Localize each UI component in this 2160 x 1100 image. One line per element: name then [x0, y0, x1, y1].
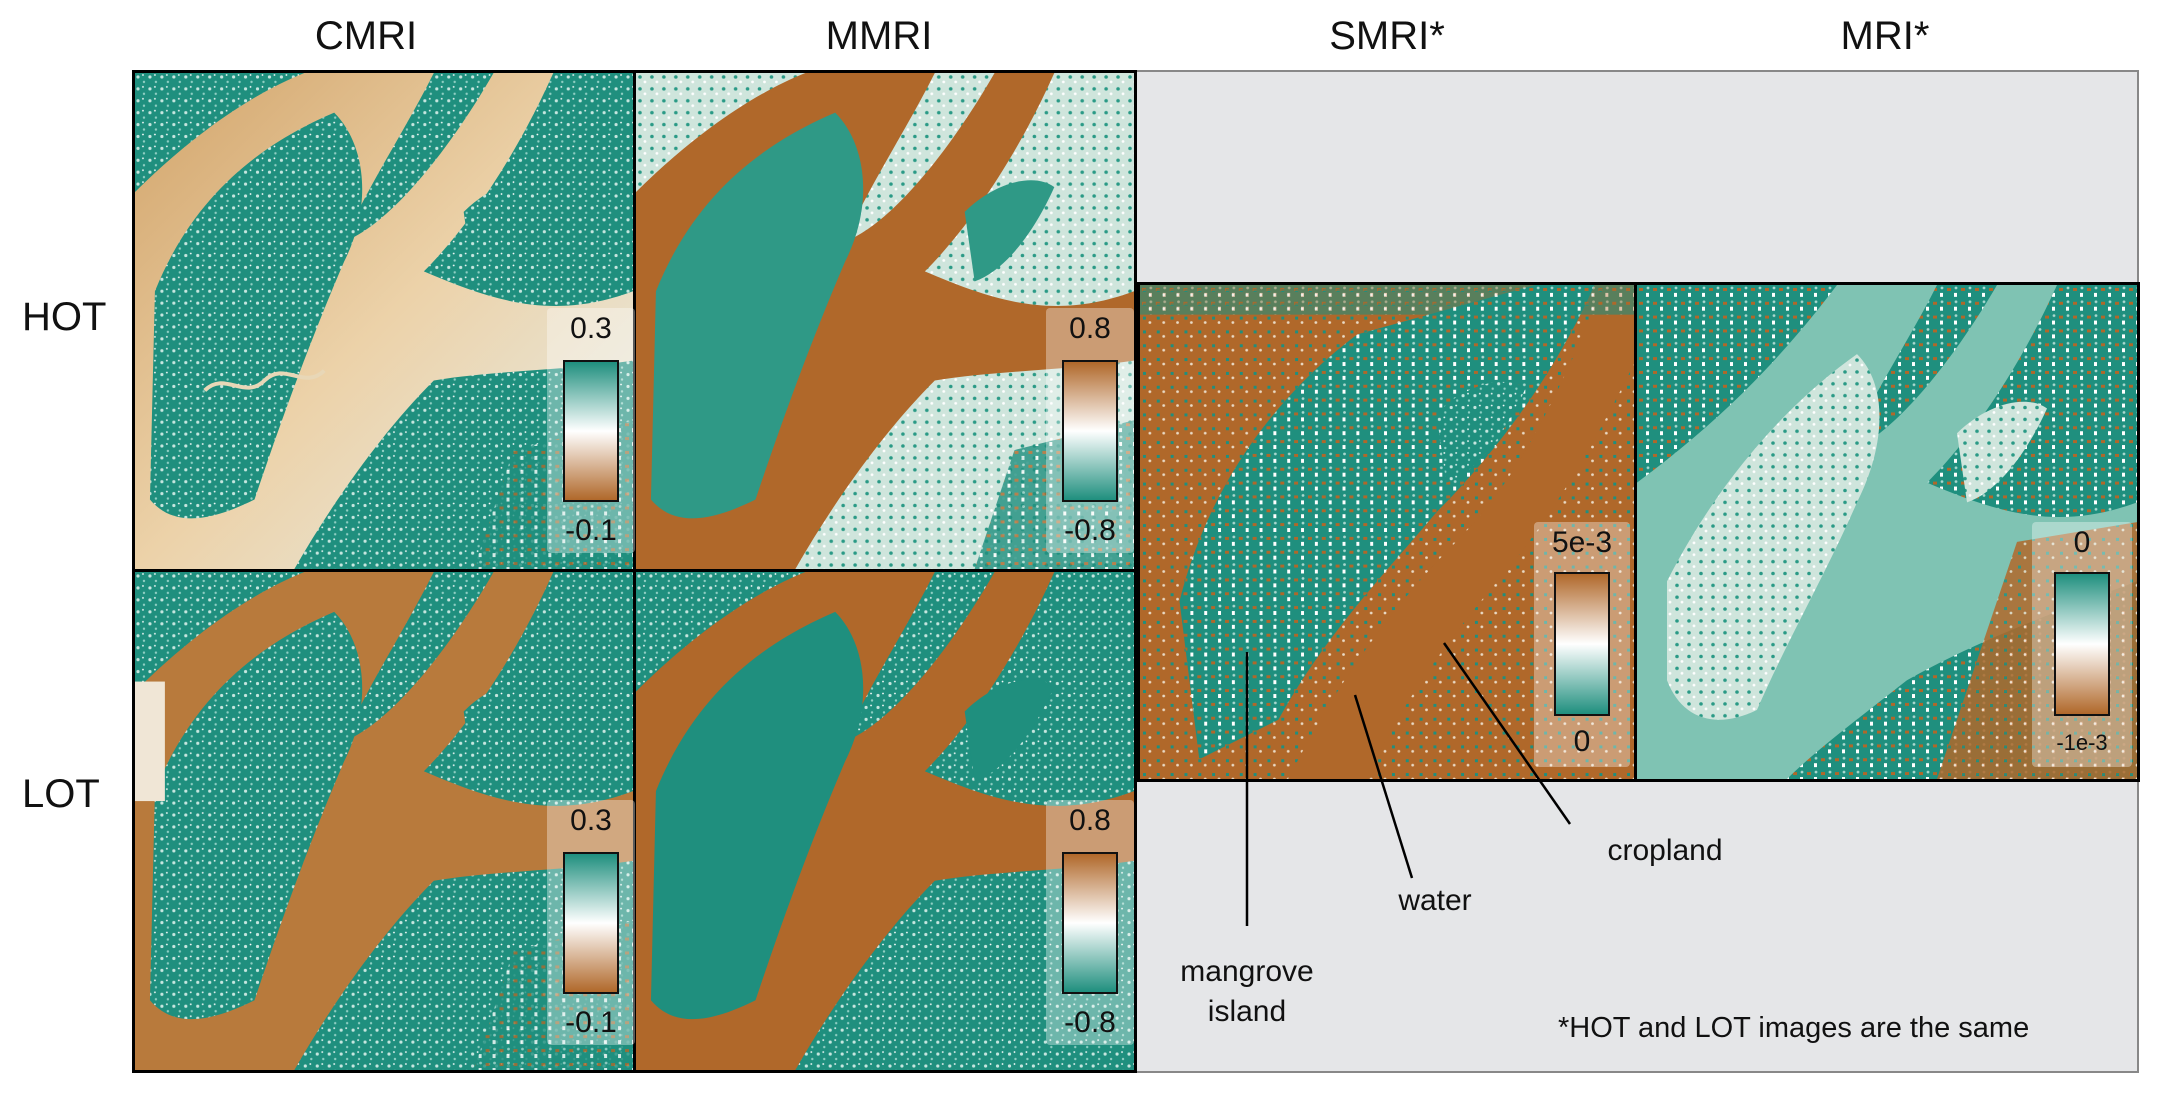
colorbar-smri-min: 0: [1573, 725, 1591, 758]
map-mri: [1634, 282, 2140, 782]
row-title-hot: HOT: [22, 295, 107, 339]
map-mri-image: [1637, 285, 2137, 779]
colorbar-mri-gradient: [2054, 572, 2110, 716]
colorbar-mmri-hot-min: -0.8: [1064, 514, 1116, 547]
colorbar-cmri-lot-max: 0.3: [570, 804, 612, 837]
colorbar-cmri-hot-min: -0.1: [565, 514, 617, 547]
label-water: water: [1398, 884, 1472, 917]
footnote-hot-lot-same: *HOT and LOT images are the same: [1558, 1012, 2030, 1044]
colorbar-cmri-lot-gradient: [563, 852, 619, 994]
row-title-lot: LOT: [22, 772, 100, 816]
label-cropland: cropland: [1607, 834, 1723, 867]
colorbar-mri-min: -1e-3: [2056, 730, 2108, 755]
label-mangrove-island: mangrove island: [1180, 955, 1314, 1028]
map-cmri-lot: [132, 569, 636, 1073]
column-title-smri: SMRI*: [1329, 14, 1445, 58]
colorbar-mri-max: 0: [2073, 526, 2091, 559]
column-title-mmri: MMRI: [825, 14, 933, 58]
colorbar-mmri-hot-gradient: [1062, 360, 1118, 502]
map-mmri-lot-image: [636, 572, 1134, 1070]
colorbar-mmri-lot-max: 0.8: [1069, 804, 1111, 837]
colorbar-cmri-hot-gradient: [563, 360, 619, 502]
column-title-cmri: CMRI: [314, 14, 418, 58]
colorbar-mmri-lot-gradient: [1062, 852, 1118, 994]
colorbar-mmri-hot-max: 0.8: [1069, 312, 1111, 345]
map-mmri-lot: [633, 569, 1137, 1073]
colorbar-cmri-lot-min: -0.1: [565, 1006, 617, 1039]
map-mmri-hot-image: [636, 73, 1134, 569]
colorbar-cmri-hot-max: 0.3: [570, 312, 612, 345]
map-mmri-hot: [633, 70, 1137, 572]
map-cmri-lot-image: [135, 572, 633, 1070]
colorbar-smri-max: 5e-3: [1551, 526, 1613, 559]
column-title-mri: MRI*: [1840, 14, 1930, 58]
colorbar-smri-gradient: [1554, 572, 1610, 716]
colorbar-mmri-lot-min: -0.8: [1064, 1006, 1116, 1039]
map-cmri-hot-image: [135, 73, 633, 569]
